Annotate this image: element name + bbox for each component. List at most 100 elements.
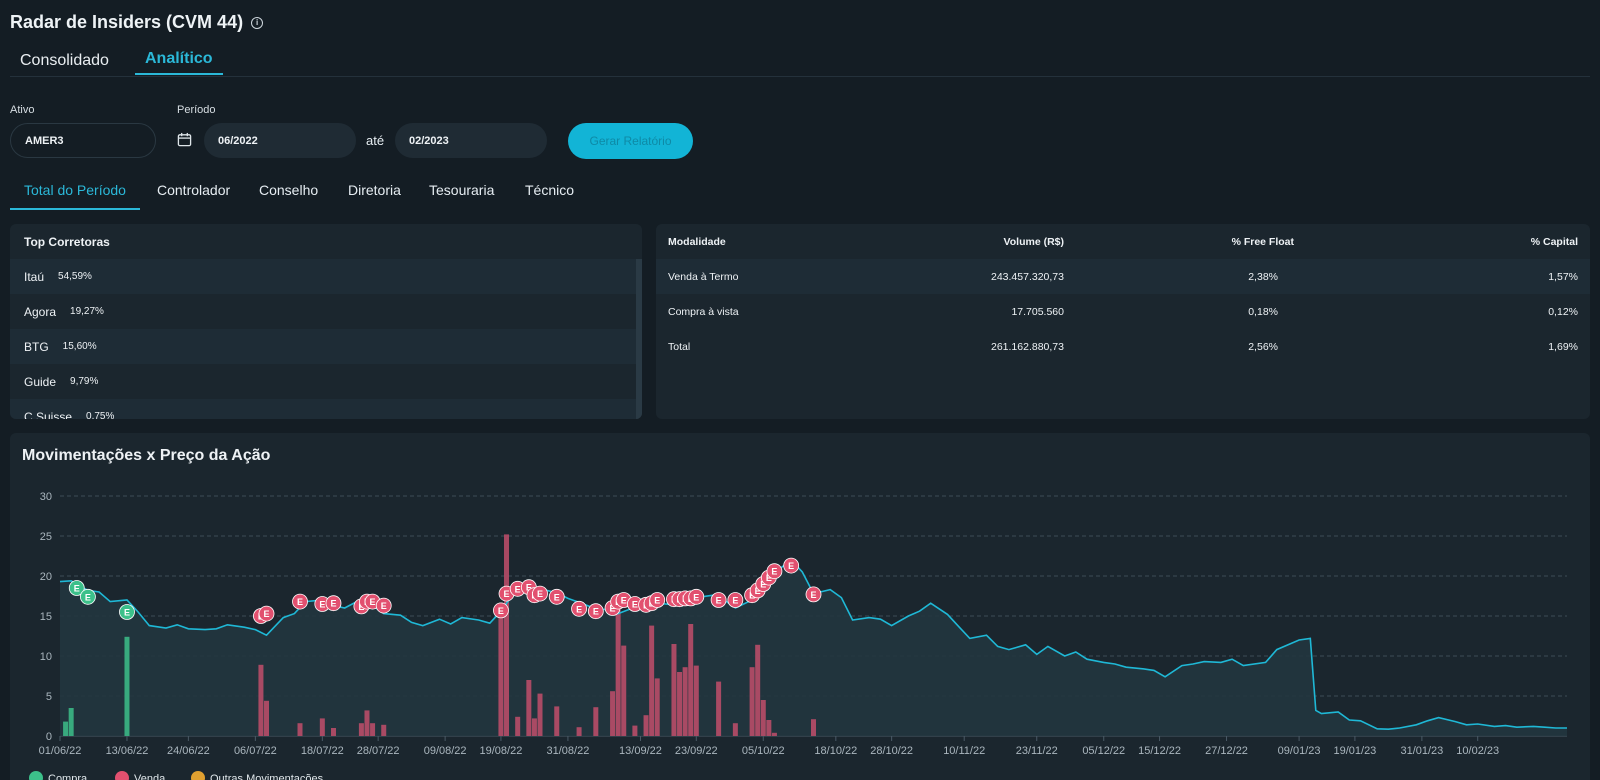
table-row: Compra à vista 17.705.560 0,18% 0,12% [656,294,1590,329]
brokers-scrollbar-thumb[interactable] [636,259,642,419]
tab-tesouraria[interactable]: Tesouraria [429,182,495,198]
marker-label: E [381,601,387,611]
broker-row: Guide 9,79% [10,364,637,399]
venda-bar [319,718,325,736]
compra-bar [124,636,130,736]
period-start-input[interactable]: 06/2022 [204,123,356,158]
venda-marker: E [783,557,800,574]
venda-bar [537,693,543,736]
marker-dot [548,588,565,605]
venda-bar [370,723,376,736]
asset-input[interactable]: AMER3 [10,123,156,158]
venda-marker: E [710,592,727,608]
x-tick-label: 01/06/22 [39,745,82,757]
venda-bar [693,665,699,736]
venda-marker: E [649,592,666,608]
marker-label: E [124,608,130,618]
venda-bar [610,691,616,736]
x-tick-label: 09/08/22 [424,745,467,757]
y-tick-label: 0 [46,731,52,743]
venda-marker: E [805,586,822,603]
page-title-text: Radar de Insiders (CVM 44) [10,12,244,32]
venda-bar [526,680,532,736]
calendar-icon[interactable] [177,132,192,147]
marker-dot [493,602,509,619]
broker-pct: 9,79% [70,376,99,387]
x-tick-label: 27/12/22 [1205,745,1248,757]
marker-label: E [716,596,722,606]
marker-label: E [319,600,325,610]
venda-marker: E [571,600,587,617]
x-tick-label: 24/06/22 [167,745,210,757]
venda-marker: E [292,593,308,610]
venda-bar [381,724,387,736]
marker-label: E [732,596,738,606]
venda-marker: E [532,585,548,602]
venda-bar [632,725,638,736]
marker-label: E [554,592,560,602]
marker-dot [805,586,822,603]
x-tick-label: 28/07/22 [357,745,400,757]
x-tick-label: 18/10/22 [814,745,857,757]
info-icon[interactable]: i [251,16,264,29]
marker-label: E [621,596,627,606]
x-tick-label: 23/09/22 [675,745,718,757]
marker-label: E [330,599,336,609]
compra-marker: E [80,588,96,605]
tab-analitico[interactable]: Analítico [135,50,223,75]
x-tick-label: 10/02/23 [1456,745,1499,757]
venda-bar [358,723,364,736]
marker-dot [119,604,135,620]
marker-label: E [85,592,91,602]
cell-capital: 1,57% [1548,270,1578,283]
broker-name: Agora [24,304,57,319]
tab-diretoria[interactable]: Diretoria [348,182,401,198]
tab-conselho[interactable]: Conselho [259,182,319,198]
legend-swatch [29,771,43,780]
broker-name: C.Suisse [24,409,73,420]
x-tick-label: 06/07/22 [234,745,277,757]
compra-marker: E [119,604,135,620]
asset-label: Ativo [10,104,35,116]
y-tick-label: 20 [40,571,52,583]
marker-label: E [526,583,532,593]
marker-label: E [504,589,510,599]
compra-bar [68,708,74,736]
broker-pct: 54,59% [58,271,92,282]
cell-capital: 0,12% [1548,305,1578,318]
marker-label: E [515,584,521,594]
marker-dot [710,592,727,608]
marker-dot [532,585,548,602]
venda-bar [671,644,677,736]
marker-label: E [810,590,816,600]
modality-header-row: Modalidade Volume (R$) % Free Float % Ca… [656,224,1590,259]
venda-bar [615,609,621,736]
generate-report-button[interactable]: Gerar Relatório [568,123,693,159]
top-brokers-list[interactable]: Itaú 54,59% Agora 19,27% BTG 15,60% Guide 9,… [10,259,642,419]
broker-row: BTG 15,60% [10,329,637,364]
venda-marker: E [493,602,509,619]
price-movement-chart[interactable]: 0 5 10 15 20 25 30 01/06/22 13/06/22 24/06/22 06/0… [10,433,1590,780]
tab-controlador[interactable]: Controlador [157,182,231,198]
period-end-input[interactable]: 02/2023 [395,123,547,158]
marker-dot [649,592,666,608]
marker-label: E [370,597,376,607]
marker-label: E [766,573,772,583]
marker-dot [375,597,392,614]
marker-dot [727,592,744,608]
legend-label: Compra [48,773,88,780]
tab-tecnico[interactable]: Técnico [525,182,575,198]
venda-bar [732,723,738,736]
x-tick-label: 23/11/22 [1016,745,1058,757]
venda-bar [576,727,582,736]
tab-total-periodo[interactable]: Total do Período [10,182,140,210]
venda-bar [643,715,649,736]
col-free-float: % Free Float [1231,235,1294,248]
marker-label: E [74,584,80,594]
x-tick-label: 05/12/22 [1082,745,1125,757]
tab-consolidado[interactable]: Consolidado [20,52,109,69]
marker-label: E [537,589,543,599]
venda-bar [654,678,660,736]
marker-label: E [576,604,582,614]
legend-swatch [191,771,205,780]
